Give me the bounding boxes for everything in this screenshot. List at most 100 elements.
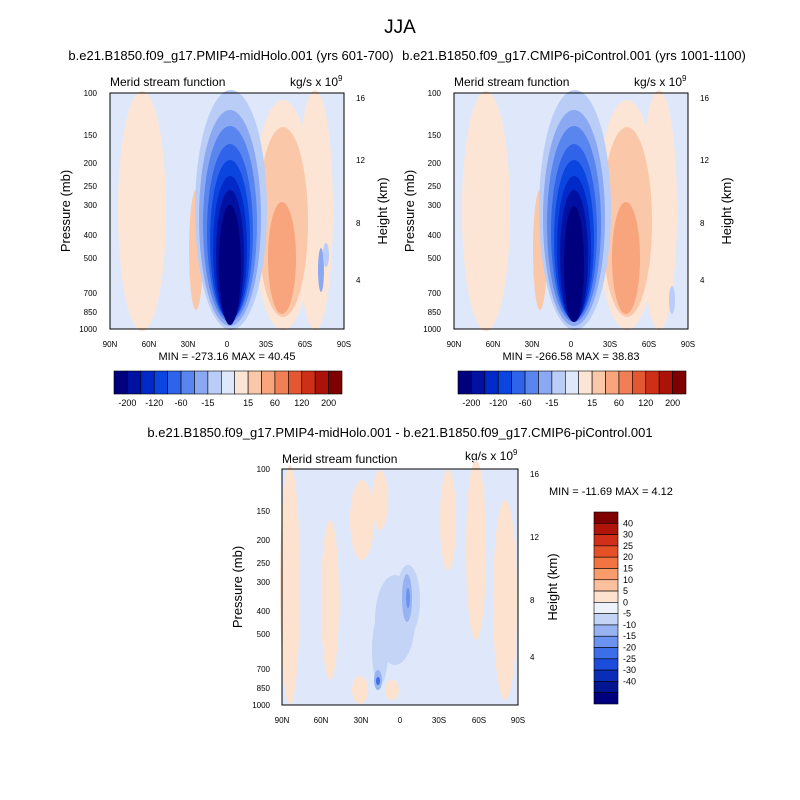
height-tick-label: 8 bbox=[700, 219, 705, 228]
x-tick-label: 30S bbox=[603, 340, 617, 349]
colorbar-swatch bbox=[593, 669, 619, 682]
x-tick-labels: 90N 60N 30N 0 30S 60S 90S bbox=[447, 340, 695, 349]
y-axis-label: Pressure (mb) bbox=[402, 170, 417, 252]
y-tick-label: 700 bbox=[84, 289, 98, 298]
colorbar-swatch bbox=[153, 370, 168, 395]
colorbar-label: 60 bbox=[614, 398, 624, 408]
x-tick-label: 60N bbox=[314, 716, 329, 725]
colorbar-label: -60 bbox=[175, 398, 188, 408]
colorbar-label: 10 bbox=[623, 575, 633, 585]
units-text: kg/s x 10 bbox=[465, 449, 513, 463]
colorbar-label: -10 bbox=[623, 620, 636, 630]
panel-title: b.e21.B1850.f09_g17.CMIP6-piControl.001 … bbox=[402, 48, 746, 63]
colorbar-swatch bbox=[618, 370, 633, 395]
units-text: kg/s x 10 bbox=[290, 75, 338, 89]
y-tick-labels: 100 150 200 250 300 400 500 700 850 1000 bbox=[252, 465, 270, 710]
colorbar-swatch bbox=[140, 370, 155, 395]
colorbar-label: 15 bbox=[587, 398, 597, 408]
contour-field bbox=[280, 460, 518, 705]
colorbar-swatch bbox=[593, 635, 619, 648]
y-tick-label: 150 bbox=[257, 507, 271, 516]
y-tick-labels-right: 16 12 8 4 bbox=[530, 470, 539, 662]
colorbar-swatch bbox=[328, 370, 343, 395]
colorbar-swatch bbox=[593, 613, 619, 626]
height-tick-label: 4 bbox=[700, 276, 705, 285]
colorbar-label: 200 bbox=[321, 398, 336, 408]
colorbar-label: -15 bbox=[201, 398, 214, 408]
y-tick-labels: 100 150 200 250 300 400 500 700 850 1000 bbox=[79, 89, 97, 334]
x-tick-labels: 90N 60N 30N 0 30S 60S 90S bbox=[275, 716, 525, 725]
colorbar-swatch bbox=[593, 681, 619, 694]
x-tick-label: 60S bbox=[298, 340, 312, 349]
colorbar-swatch bbox=[314, 370, 329, 395]
height-tick-label: 8 bbox=[356, 219, 361, 228]
colorbar-swatch bbox=[593, 522, 619, 535]
y-tick-label: 400 bbox=[257, 607, 271, 616]
colorbar-midholo: -200 -120 -60 -15 15 60 120 200 bbox=[113, 370, 343, 408]
colorbar-label: -60 bbox=[519, 398, 532, 408]
colorbar-swatch bbox=[113, 370, 128, 395]
units-label: kg/s x 109 bbox=[290, 74, 343, 89]
x-tick-label: 60N bbox=[142, 340, 157, 349]
y-tick-label: 100 bbox=[257, 465, 271, 474]
colorbar-label: 5 bbox=[623, 586, 628, 596]
colorbar-swatch bbox=[658, 370, 673, 395]
y-tick-label: 200 bbox=[257, 536, 271, 545]
units-exponent: 9 bbox=[682, 74, 687, 83]
x-tick-label: 30N bbox=[525, 340, 540, 349]
colorbar-label: 120 bbox=[294, 398, 309, 408]
colorbar-swatch bbox=[484, 370, 499, 395]
panel-subtitle: Merid stream function bbox=[454, 75, 569, 89]
plot-frame bbox=[109, 92, 345, 330]
colorbar-swatch bbox=[261, 370, 276, 395]
y-tick-label: 250 bbox=[428, 182, 442, 191]
plot-frame bbox=[281, 468, 519, 706]
x-tick-label: 60S bbox=[642, 340, 656, 349]
page-title: JJA bbox=[384, 17, 416, 38]
min-max-stats: MIN = -11.69 MAX = 4.12 bbox=[549, 486, 673, 498]
colorbar-swatch bbox=[672, 370, 687, 395]
height-tick-label: 8 bbox=[530, 596, 535, 605]
y-tick-label: 500 bbox=[84, 254, 98, 263]
y-tick-label: 300 bbox=[257, 578, 271, 587]
colorbar-swatch bbox=[194, 370, 209, 395]
x-tick-label: 90N bbox=[103, 340, 118, 349]
y-tick-label: 850 bbox=[428, 308, 442, 317]
units-label: kg/s x 109 bbox=[465, 448, 518, 463]
y-tick-labels-right: 16 12 8 4 bbox=[700, 94, 709, 285]
colorbar-label: 30 bbox=[623, 530, 633, 540]
contour-field bbox=[454, 90, 688, 331]
panel-title: b.e21.B1850.f09_g17.PMIP4-midHolo.001 (y… bbox=[68, 48, 393, 63]
y-tick-label: 700 bbox=[428, 289, 442, 298]
y-tick-label: 400 bbox=[428, 231, 442, 240]
colorbar-swatch bbox=[593, 534, 619, 547]
colorbar-swatch bbox=[207, 370, 222, 395]
x-tick-label: 0 bbox=[398, 716, 403, 725]
colorbar-label: 120 bbox=[638, 398, 653, 408]
colorbar-swatch bbox=[605, 370, 620, 395]
height-tick-label: 16 bbox=[530, 470, 539, 479]
colorbar-swatch bbox=[645, 370, 660, 395]
y-axis-label-right: Height (km) bbox=[719, 177, 734, 244]
x-tick-label: 0 bbox=[225, 340, 230, 349]
colorbar-swatch bbox=[234, 370, 249, 395]
y-tick-label: 100 bbox=[84, 89, 98, 98]
colorbar-swatch bbox=[593, 590, 619, 603]
height-tick-label: 12 bbox=[356, 156, 365, 165]
x-tick-label: 60N bbox=[486, 340, 501, 349]
colorbar-swatch bbox=[564, 370, 580, 395]
colorbar-label: -120 bbox=[145, 398, 163, 408]
colorbar-swatch bbox=[511, 370, 526, 395]
y-tick-label: 1000 bbox=[252, 701, 270, 710]
panel-picontrol: b.e21.B1850.f09_g17.CMIP6-piControl.001 … bbox=[402, 48, 746, 363]
colorbar-label: 15 bbox=[623, 563, 633, 573]
colorbar-label: 40 bbox=[623, 518, 633, 528]
x-tick-label: 30N bbox=[354, 716, 369, 725]
colorbar-swatch bbox=[180, 370, 195, 395]
height-tick-label: 16 bbox=[356, 94, 365, 103]
x-tick-label: 0 bbox=[569, 340, 574, 349]
y-tick-label: 500 bbox=[428, 254, 442, 263]
colorbar-swatch bbox=[593, 545, 619, 558]
